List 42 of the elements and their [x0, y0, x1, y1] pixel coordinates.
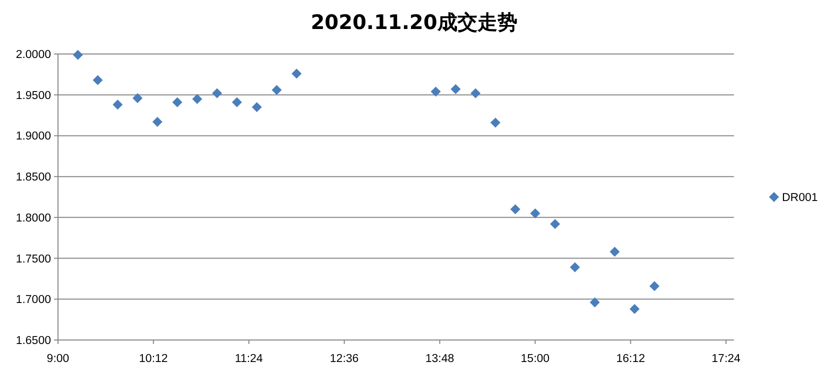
point	[232, 97, 242, 108]
point	[252, 102, 262, 112]
point	[570, 262, 580, 272]
point	[450, 84, 461, 94]
y-tick-label: 1.8500	[16, 172, 51, 184]
point	[132, 93, 143, 104]
y-tick-label: 1.7500	[16, 253, 51, 266]
y-tick-label: 1.8000	[16, 212, 51, 224]
point	[112, 100, 123, 110]
point	[630, 304, 640, 314]
point	[610, 246, 620, 257]
y-tick-label: 1.6500	[16, 335, 51, 347]
x-tick-label: 15:00	[520, 353, 550, 365]
legend-label: DR001	[782, 192, 818, 204]
y-tick-label: 1.9000	[16, 130, 51, 143]
point	[490, 118, 500, 128]
point	[72, 50, 83, 60]
point	[550, 218, 560, 229]
point	[92, 75, 103, 86]
y-tick-label: 1.7000	[16, 294, 51, 306]
point	[192, 94, 202, 104]
point	[590, 297, 600, 308]
point	[530, 208, 540, 218]
point	[649, 281, 660, 292]
x-tick-label: 12:36	[330, 353, 359, 365]
point	[292, 68, 302, 79]
y-tick-label: 2.0000	[16, 49, 51, 61]
point	[470, 88, 481, 98]
x-tick-label: 11:24	[234, 353, 264, 365]
x-tick-label: 10:12	[139, 353, 168, 365]
point	[430, 86, 441, 97]
chart-title: 2020.11.20成交走势	[310, 10, 518, 34]
x-tick-label: 13:48	[425, 353, 454, 365]
y-tick-label: 1.9500	[16, 90, 51, 102]
x-tick-label: 17:24	[712, 353, 742, 365]
x-tick-label: 9:00	[46, 353, 70, 365]
point	[510, 204, 520, 214]
point	[152, 116, 162, 127]
point	[212, 88, 222, 98]
point	[172, 97, 182, 108]
x-tick-label: 16:12	[616, 353, 645, 365]
point	[272, 84, 282, 95]
